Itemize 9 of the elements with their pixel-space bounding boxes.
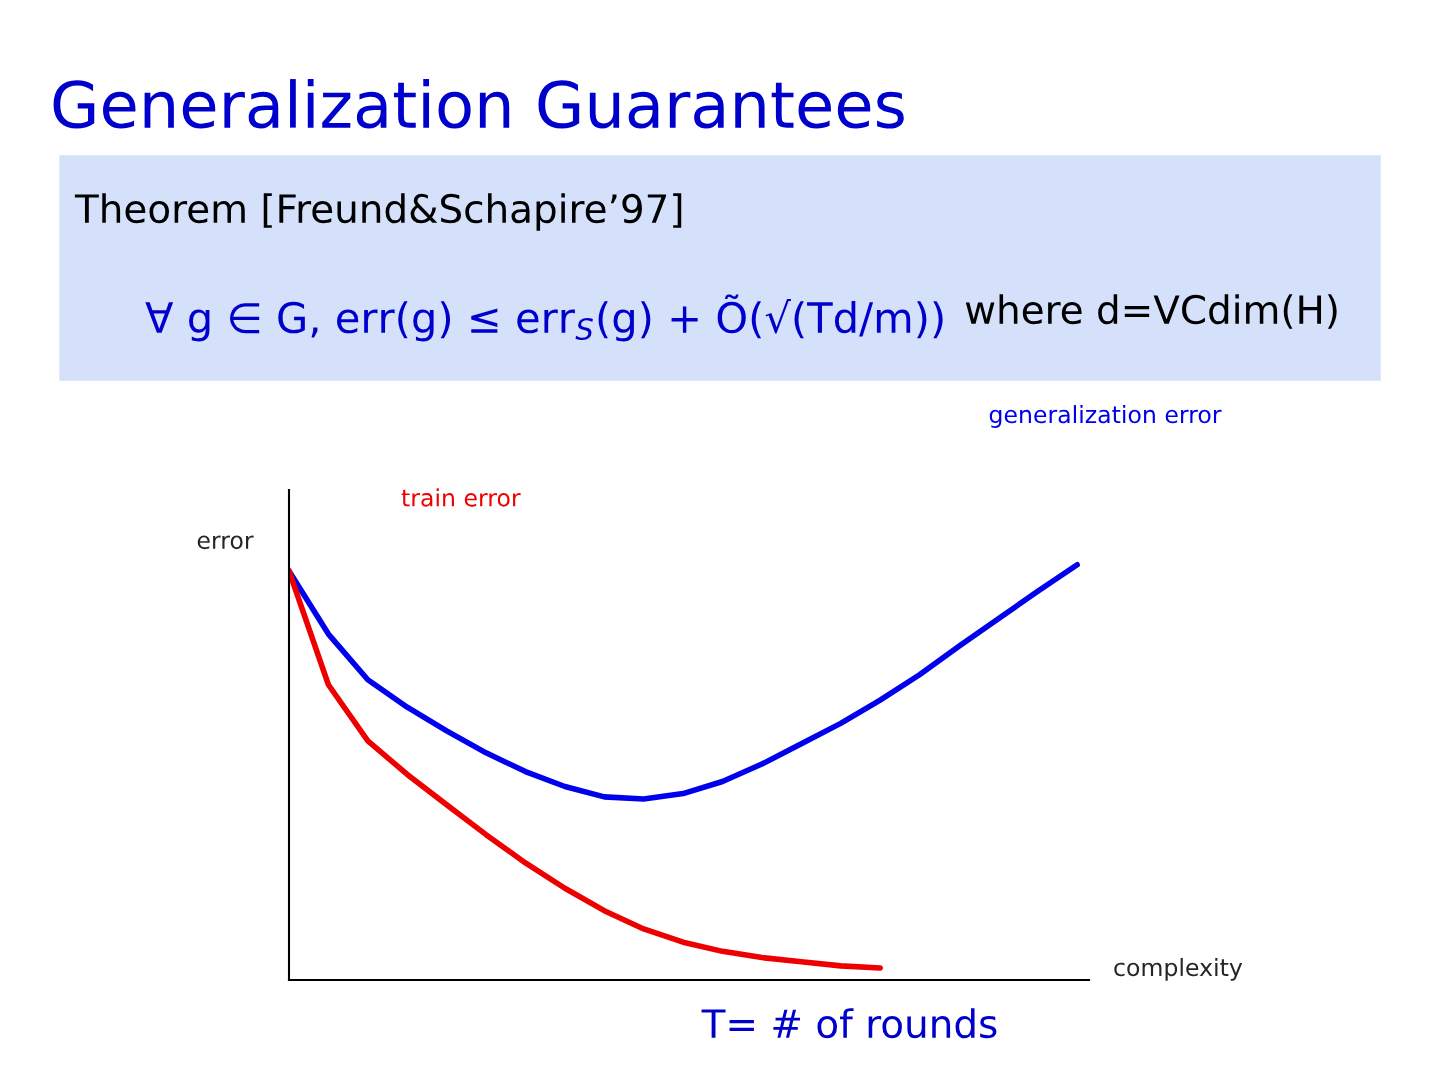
- text: generalization error: [989, 405, 1222, 428]
- y-axis-title: error: [197, 535, 254, 550]
- text: where d=VCdim(H): [965, 294, 1337, 329]
- x-axis-title: complexity: [1114, 957, 1243, 981]
- text: ∀ g ∈ G, err(g) ≤ err$_{S}$(g) + Õ(√(Td/m)): [145, 294, 943, 342]
- text: train error: [401, 488, 521, 507]
- chart-title: Generalization Guarantees: [53, 79, 904, 129]
- text: Theorem [Freund&Schapire’97]: [74, 193, 682, 231]
- text: T= # of rounds: [701, 1008, 997, 1039]
